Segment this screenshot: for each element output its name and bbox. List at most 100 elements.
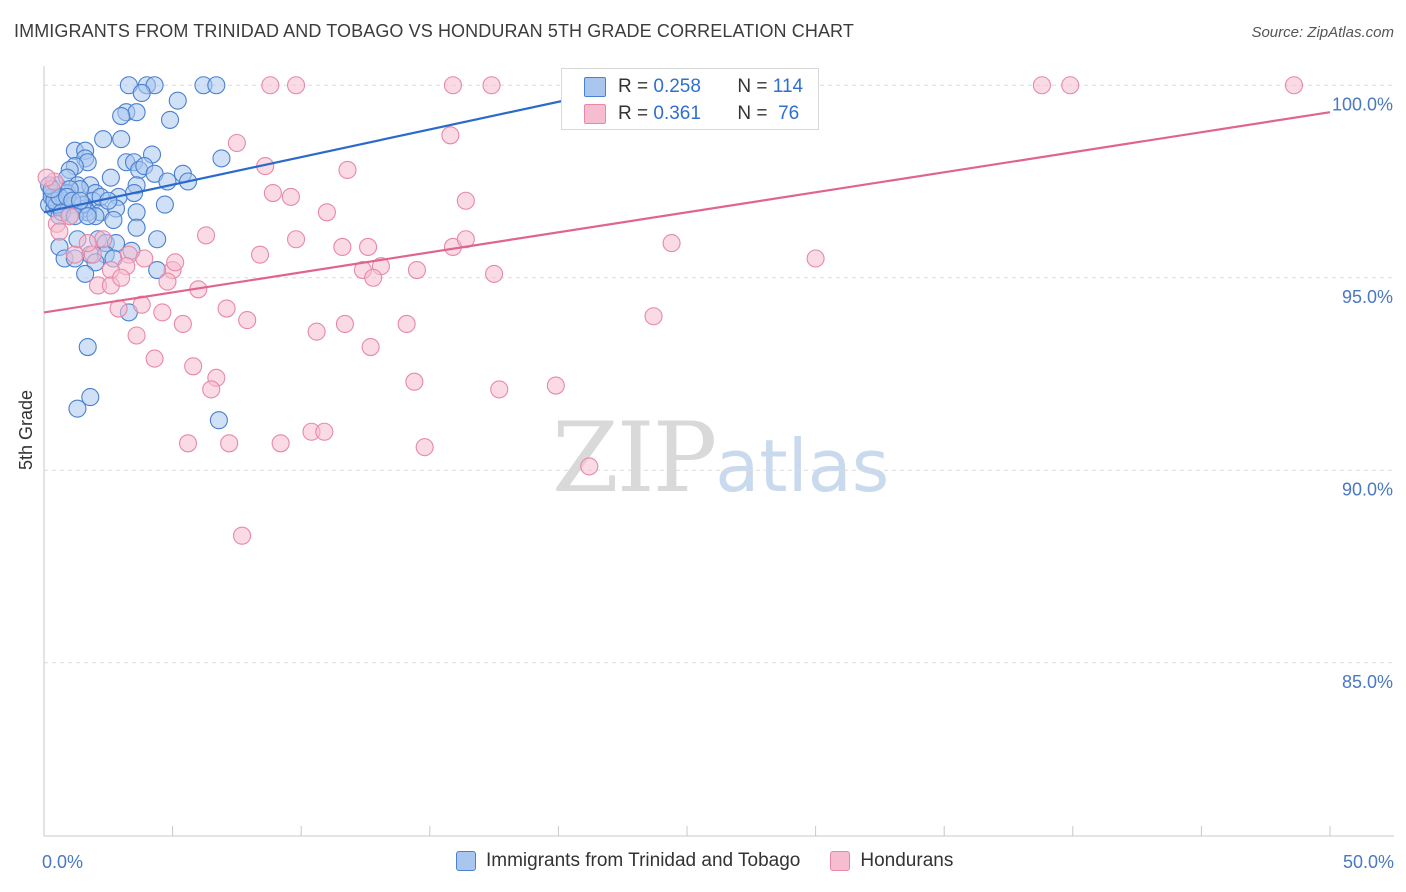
stats-pink-n-label: N = <box>737 103 768 124</box>
pink-point-58 <box>546 376 565 395</box>
blue-point-63 <box>148 230 167 249</box>
blue-point-9 <box>127 103 146 122</box>
pink-point-64 <box>415 438 434 457</box>
y-tick-labels: 85.0% 90.0% 95.0% 100.0% <box>1332 94 1393 692</box>
x-tick-label-max: 50.0% <box>1342 852 1394 872</box>
stats-row-blue: R = 0.258 N = 114 <box>562 73 803 101</box>
pink-point-74 <box>78 234 97 253</box>
stats-blue-r-value: 0.258 <box>653 76 701 97</box>
pink-point-37 <box>158 272 177 291</box>
pink-point-43 <box>217 299 236 318</box>
pink-point-57 <box>490 380 509 399</box>
stats-row-pink: R = 0.361 N = 76 <box>562 100 799 128</box>
pink-point-24 <box>250 245 270 264</box>
pink-point-71 <box>135 249 154 268</box>
pink-point-22 <box>333 237 352 256</box>
blue-point-6 <box>132 83 151 102</box>
pink-point-14 <box>456 191 475 210</box>
pink-point-1 <box>287 76 306 95</box>
legend-label-hondurans: Hondurans <box>860 850 954 871</box>
x-tick-label-min: 0.0% <box>42 852 84 872</box>
pink-point-63 <box>315 422 334 441</box>
pink-point-28 <box>806 249 825 268</box>
blue-point-78 <box>209 411 228 430</box>
legend-swatch-blue <box>456 851 476 871</box>
blue-point-51 <box>127 203 146 222</box>
pink-point-12 <box>263 184 282 203</box>
watermark-zip: ZIP <box>552 402 717 514</box>
pink-point-70 <box>94 230 113 249</box>
pink-point-42 <box>153 303 172 322</box>
blue-point-10 <box>112 107 131 126</box>
blue-point-21 <box>212 149 231 168</box>
pink-point-21 <box>662 234 681 253</box>
pink-point-18 <box>287 230 306 249</box>
blue-point-33 <box>101 168 120 187</box>
blue-point-58 <box>127 218 146 237</box>
pink-point-17 <box>196 226 216 245</box>
stats-pink-r-value: 0.361 <box>653 103 701 124</box>
legend-swatch-pink <box>830 851 851 871</box>
stats-blue-n-value: 114 <box>772 76 804 97</box>
pink-point-25 <box>65 245 84 264</box>
blue-point-11 <box>160 110 180 129</box>
axes <box>43 66 1394 837</box>
pink-point-67 <box>37 168 56 187</box>
stats-blue-r-label: R = <box>618 76 649 97</box>
blue-point-75 <box>78 337 97 357</box>
pink-point-61 <box>271 434 290 453</box>
pink-point-31 <box>407 260 426 280</box>
source-label: Source: ZipAtlas.com <box>1251 24 1394 41</box>
stats-pink-r-label: R = <box>618 103 649 124</box>
pink-point-7 <box>227 133 246 153</box>
pink-point-68 <box>50 222 69 241</box>
y-tick-label-85: 85.0% <box>1342 672 1393 692</box>
pink-point-4 <box>1032 76 1051 95</box>
pink-point-66 <box>232 526 252 545</box>
trend-line-trinidad-tobago <box>43 84 636 214</box>
pink-point-53 <box>184 357 203 376</box>
pink-point-5 <box>1061 76 1080 95</box>
stats-swatch-pink <box>584 104 606 124</box>
pink-point-8 <box>441 126 460 145</box>
pink-point-6 <box>1284 76 1304 95</box>
pink-point-46 <box>644 307 663 326</box>
pink-point-32 <box>485 264 504 283</box>
pink-point-13 <box>281 187 300 206</box>
legend-item-hondurans[interactable]: Hondurans <box>830 850 953 872</box>
pink-point-45 <box>238 311 257 330</box>
blue-point-13 <box>112 130 131 149</box>
blue-point-12 <box>94 130 113 149</box>
blue-point-76 <box>81 388 100 407</box>
trend-line-hondurans <box>43 111 1331 314</box>
gridlines <box>44 84 1394 664</box>
y-axis-label: 5th Grade <box>16 389 36 470</box>
y-tick-label-90: 90.0% <box>1342 479 1393 499</box>
blue-point-95 <box>78 207 97 226</box>
pink-point-55 <box>202 380 221 399</box>
stats-pink-n-value: 76 <box>778 103 800 124</box>
blue-point-7 <box>168 91 187 110</box>
pink-point-48 <box>307 322 326 341</box>
pink-point-2 <box>443 76 462 95</box>
chart-title: IMMIGRANTS FROM TRINIDAD AND TOBAGO VS H… <box>14 21 854 41</box>
legend-item-trinidad-tobago[interactable]: Immigrants from Trinidad and Tobago <box>456 850 800 872</box>
pink-point-56 <box>405 372 424 391</box>
y-tick-label-100: 100.0% <box>1332 94 1393 114</box>
pink-point-52 <box>145 349 164 368</box>
pink-point-15 <box>317 203 336 222</box>
stats-swatch-blue <box>584 77 606 97</box>
pink-point-60 <box>220 434 239 453</box>
blue-point-72 <box>76 264 95 283</box>
legend-label-trinidad-tobago: Immigrants from Trinidad and Tobago <box>486 850 801 871</box>
pink-point-47 <box>335 314 354 334</box>
pink-point-3 <box>482 76 501 95</box>
blue-point-56 <box>104 210 123 230</box>
blue-point-4 <box>207 76 226 95</box>
pink-point-23 <box>359 237 378 256</box>
pink-point-75 <box>112 268 131 287</box>
pink-point-49 <box>127 326 146 345</box>
pink-point-50 <box>361 337 380 357</box>
pink-point-65 <box>580 457 599 476</box>
